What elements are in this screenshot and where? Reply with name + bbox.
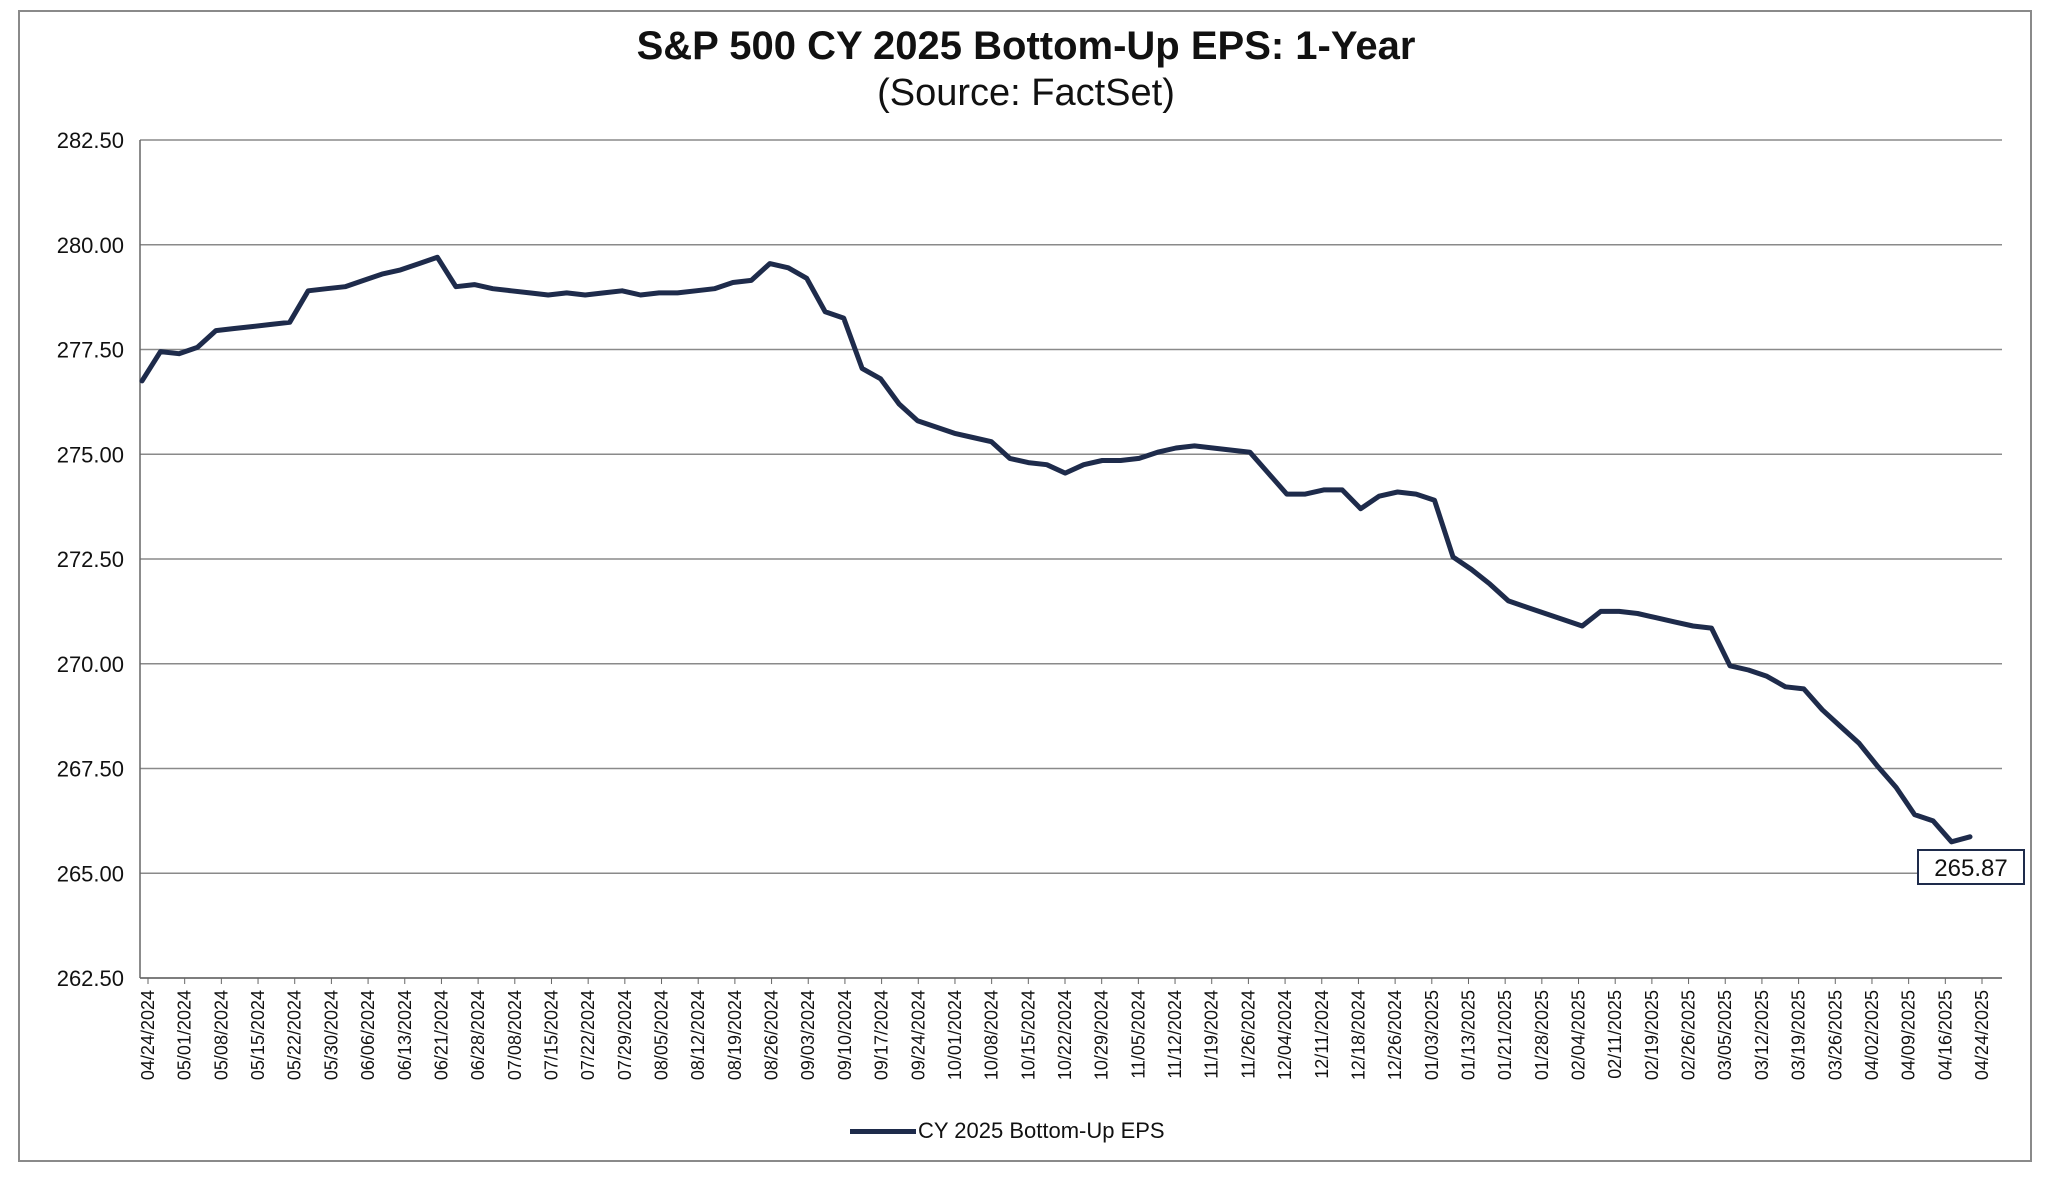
x-tick-label: 09/10/2024 [835,990,855,1080]
x-tick-label: 06/21/2024 [431,990,451,1080]
x-tick-label: 02/26/2025 [1679,990,1699,1080]
x-tick-label: 12/04/2024 [1275,990,1295,1080]
y-tick-label: 277.50 [57,338,124,363]
chart-frame [18,10,2032,1162]
x-tick-label: 11/12/2024 [1165,990,1185,1079]
axes [139,140,2002,979]
x-tick-label: 08/26/2024 [762,990,782,1080]
x-axis-ticks: 04/24/2024 05/01/2024 05/08/2024 05/15/2024… [138,978,1992,1080]
x-tick-label: 09/03/2024 [798,990,818,1080]
x-tick-label: 01/13/2025 [1458,990,1478,1080]
y-tick-label: 262.50 [57,966,124,991]
y-tick-label: 270.00 [57,652,124,677]
x-tick-label: 05/30/2024 [321,990,341,1080]
x-tick-label: 07/08/2024 [505,990,525,1080]
x-tick-label: 05/08/2024 [211,990,231,1080]
x-tick-label: 05/15/2024 [248,990,268,1080]
x-tick-label: 08/12/2024 [688,990,708,1080]
legend-line-swatch [850,1128,916,1134]
x-tick-label: 08/05/2024 [652,990,672,1080]
x-tick-label: 10/08/2024 [982,990,1002,1080]
x-tick-label: 01/21/2025 [1495,990,1515,1080]
x-tick-label: 01/28/2025 [1532,990,1552,1080]
y-tick-label: 267.50 [57,757,124,782]
x-tick-label: 04/24/2025 [1972,990,1992,1080]
x-tick-label: 04/02/2025 [1862,990,1882,1080]
x-tick-label: 12/26/2024 [1385,990,1405,1080]
x-tick-label: 02/11/2025 [1605,990,1625,1079]
x-tick-label: 09/17/2024 [872,990,892,1080]
series-line-eps [139,254,1973,845]
series-group [139,254,1973,845]
x-tick-label: 06/28/2024 [468,990,488,1080]
y-tick-label: 280.00 [57,233,124,258]
x-tick-label: 11/26/2024 [1238,990,1258,1079]
x-tick-label: 07/15/2024 [541,990,561,1080]
x-tick-label: 03/19/2025 [1789,990,1809,1080]
x-tick-label: 09/24/2024 [908,990,928,1080]
x-tick-label: 03/26/2025 [1825,990,1845,1080]
y-tick-label: 282.50 [57,128,124,153]
x-tick-label: 11/19/2024 [1202,990,1222,1079]
x-tick-label: 04/16/2025 [1935,990,1955,1080]
x-tick-label: 10/22/2024 [1055,990,1075,1080]
x-tick-label: 07/29/2024 [615,990,635,1080]
x-tick-label: 08/19/2024 [725,990,745,1080]
x-tick-label: 10/15/2024 [1018,990,1038,1080]
x-tick-label: 06/06/2024 [358,990,378,1080]
legend-label: CY 2025 Bottom-Up EPS [918,1118,1165,1143]
x-tick-label: 04/24/2024 [138,990,158,1080]
x-tick-label: 05/22/2024 [285,990,305,1080]
x-tick-label: 06/13/2024 [395,990,415,1080]
x-tick-label: 03/05/2025 [1715,990,1735,1080]
x-tick-label: 10/29/2024 [1092,990,1112,1080]
y-axis-ticks: 262.50 265.00 267.50 270.00 272.50 275.00 277.… [57,128,124,991]
y-tick-label: 275.00 [57,442,124,467]
x-tick-label: 12/11/2024 [1312,990,1332,1079]
gridlines [140,139,2002,979]
y-tick-label: 265.00 [57,861,124,886]
x-tick-label: 04/09/2025 [1899,990,1919,1080]
x-tick-label: 11/05/2024 [1128,990,1148,1079]
x-tick-label: 07/22/2024 [578,990,598,1080]
chart-title: S&P 500 CY 2025 Bottom-Up EPS: 1-Year [636,24,1416,68]
x-tick-label: 02/19/2025 [1642,990,1662,1080]
callout-value: 265.87 [1934,855,2007,882]
x-tick-label: 02/04/2025 [1569,990,1589,1080]
x-tick-label: 03/12/2025 [1752,990,1772,1080]
callout-box [1917,849,2025,885]
y-tick-label: 272.50 [57,547,124,572]
x-tick-label: 05/01/2024 [175,990,195,1080]
last-value-callout: 265.87 [1917,849,2025,885]
chart-subtitle: (Source: FactSet) [877,72,1175,114]
legend: CY 2025 Bottom-Up EPS [850,1118,1165,1144]
x-tick-label: 12/18/2024 [1348,990,1368,1080]
x-tick-label: 10/01/2024 [945,990,965,1080]
x-tick-label: 01/03/2025 [1422,990,1442,1080]
